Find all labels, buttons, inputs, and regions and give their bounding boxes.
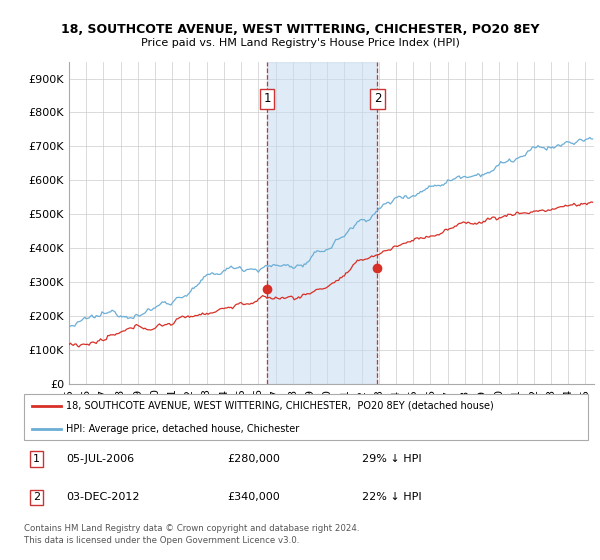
Text: Price paid vs. HM Land Registry's House Price Index (HPI): Price paid vs. HM Land Registry's House … [140,38,460,48]
Text: £340,000: £340,000 [227,492,280,502]
Text: 2: 2 [374,92,381,105]
Text: 1: 1 [263,92,271,105]
Text: This data is licensed under the Open Government Licence v3.0.: This data is licensed under the Open Gov… [24,536,299,545]
Text: £280,000: £280,000 [227,454,280,464]
Text: 1: 1 [33,454,40,464]
Text: 05-JUL-2006: 05-JUL-2006 [66,454,134,464]
Text: 18, SOUTHCOTE AVENUE, WEST WITTERING, CHICHESTER,  PO20 8EY (detached house): 18, SOUTHCOTE AVENUE, WEST WITTERING, CH… [66,400,494,410]
Text: Contains HM Land Registry data © Crown copyright and database right 2024.: Contains HM Land Registry data © Crown c… [24,524,359,533]
Text: 22% ↓ HPI: 22% ↓ HPI [362,492,422,502]
Text: 03-DEC-2012: 03-DEC-2012 [66,492,140,502]
Bar [267,62,377,384]
Text: 29% ↓ HPI: 29% ↓ HPI [362,454,422,464]
Text: 2: 2 [33,492,40,502]
Text: 18, SOUTHCOTE AVENUE, WEST WITTERING, CHICHESTER, PO20 8EY: 18, SOUTHCOTE AVENUE, WEST WITTERING, CH… [61,22,539,36]
Text: HPI: Average price, detached house, Chichester: HPI: Average price, detached house, Chic… [66,424,299,435]
